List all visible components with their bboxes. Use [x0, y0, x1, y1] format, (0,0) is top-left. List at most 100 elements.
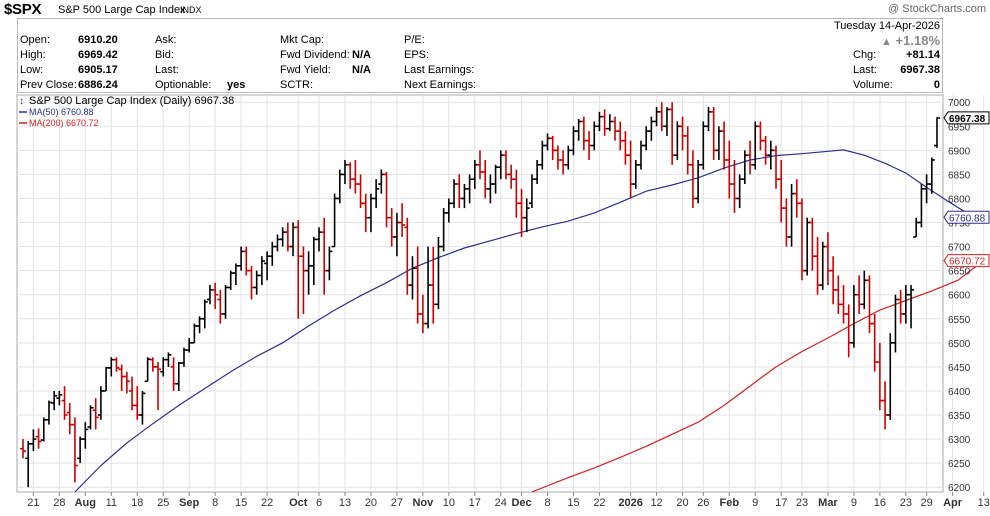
y-tick-label: 6200: [948, 483, 971, 494]
volume-value: 0: [933, 79, 940, 91]
price-chart-svg[interactable]: 6200 6250 6300 6350 6400 6450 6500 6550 6600 6650…: [0, 92, 990, 511]
ohlc-bar: [30, 429, 37, 452]
last-tag: 6967.38: [943, 111, 990, 125]
x-tick-label: 13: [339, 497, 351, 509]
x-tick-label: 12: [650, 497, 662, 509]
last-earnings-label: Last Earnings:: [404, 64, 475, 76]
y-tick-label: 7000: [948, 98, 971, 109]
low-label: Low:: [20, 64, 44, 76]
y-tick-label: 6350: [948, 411, 971, 422]
ohlc-bar: [113, 357, 120, 372]
ohlc-bar: [123, 371, 130, 394]
y-axis: 6200 6250 6300 6350 6400 6450 6500 6550 6600 6650…: [948, 98, 971, 494]
y-tick-label: 6650: [948, 267, 971, 278]
y-tick-label: 6900: [948, 146, 971, 157]
x-tick-label: 15: [567, 497, 579, 509]
x-tick-label: 23: [900, 497, 912, 509]
y-tick-label: 6600: [948, 291, 971, 302]
last-value: 6967.38: [900, 64, 940, 76]
open-value: 6910.20: [78, 34, 118, 46]
pct-change: +1.18%: [895, 33, 940, 48]
exchange-label: INDX: [180, 5, 202, 15]
x-tick-label: 29: [920, 497, 932, 509]
y-tick-label: 6800: [948, 194, 971, 205]
y-tick-label: 6400: [948, 387, 971, 398]
ohlc-bar: [20, 439, 26, 459]
x-tick-label: Feb: [719, 497, 739, 509]
x-tick-label: 11: [106, 497, 117, 509]
x-axis: 21 28 Aug 11 18 25 Sep 8 15 22 Oct 6 13 20 27 Nov 10 17 24…: [27, 492, 990, 509]
y-tick-label: 6450: [948, 363, 971, 374]
grid-lines: [17, 95, 985, 492]
ohlc-bar: [326, 246, 333, 281]
ohlc-bar: [373, 179, 380, 209]
bid-label: Bid:: [155, 49, 174, 61]
fwd-yield-label: Fwd Yield:: [280, 64, 331, 76]
last-label: Last:: [853, 64, 877, 76]
high-label: High:: [20, 49, 46, 61]
mktcap-label: Mkt Cap:: [280, 34, 325, 46]
x-tick-label: 27: [391, 497, 403, 509]
ohlc-bar: [87, 405, 94, 430]
last-label-mid: Last:: [155, 64, 179, 76]
x-tick-label: Sep: [179, 497, 199, 509]
x-tick-label: Apr: [943, 497, 963, 509]
next-earnings-label: Next Earnings:: [404, 79, 477, 91]
ohlc-bar: [165, 352, 172, 367]
legend-entry: MA(200) 6670.72: [29, 118, 99, 128]
ohlc-bar: [928, 157, 935, 194]
y-tick-label: 6300: [948, 435, 971, 446]
x-tick-label: 8: [212, 497, 218, 509]
x-tick-label: 23: [796, 497, 808, 509]
x-tick-label: Aug: [75, 497, 96, 509]
sctr-label: SCTR:: [280, 79, 313, 91]
price-chart[interactable]: 6200 6250 6300 6350 6400 6450 6500 6550 6600 6650…: [0, 92, 990, 511]
ohlc-bar: [399, 203, 406, 237]
open-label: Open:: [20, 34, 50, 46]
ohlc-bar: [155, 362, 162, 411]
fwd-yield-value: N/A: [352, 64, 371, 76]
x-tick-label: 9: [851, 497, 857, 509]
x-tick-label: 18: [131, 497, 143, 509]
ohlc-bars: [20, 102, 940, 488]
legend-entry: S&P 500 Large Cap Index (Daily) 6967.38: [29, 95, 234, 107]
x-tick-label: 8: [544, 497, 550, 509]
x-tick-label: 2026: [618, 497, 642, 509]
chart-header: $SPX S&P 500 Large Cap Index INDX @ Stoc…: [0, 0, 990, 18]
ohlc-bar: [82, 422, 89, 449]
prev-close-value: 6886.24: [78, 79, 118, 91]
y-tick-label: 6850: [948, 170, 971, 181]
legend-entry: MA(50) 6760.88: [29, 107, 94, 117]
x-tick-label: Oct: [289, 497, 308, 509]
x-tick-label: 26: [697, 497, 709, 509]
fwd-dividend-label: Fwd Dividend:: [280, 49, 350, 61]
ohlc-bar: [212, 282, 219, 310]
optionable-value: yes: [227, 79, 246, 91]
pct-change-row: ▲ +1.18%: [881, 33, 940, 48]
stockcharts-credit[interactable]: @ StockCharts.com: [888, 3, 986, 15]
legend: ↕ S&P 500 Large Cap Index (Daily) 6967.38…: [19, 95, 234, 128]
ma50-layer: [74, 149, 984, 493]
up-triangle-icon: ▲: [881, 36, 892, 48]
ohlc-bar: [51, 390, 58, 411]
ma200-line: [531, 260, 985, 493]
x-tick-label: 20: [676, 497, 688, 509]
volume-label: Volume:: [853, 79, 893, 91]
ohlc-bar: [908, 285, 915, 329]
last-tag-box: [943, 210, 990, 224]
last-tag: 6670.72: [943, 254, 990, 268]
security-name: S&P 500 Large Cap Index: [58, 4, 186, 16]
ohlc-bar: [56, 390, 63, 406]
last-value-tags: 6967.38 6760.88 6670.72: [943, 111, 990, 268]
y-tick-label: 6500: [948, 339, 971, 350]
chg-label: Chg:: [853, 49, 877, 61]
last-tag-label: 6967.38: [949, 114, 986, 125]
optionable-label: Optionable:: [155, 79, 212, 91]
x-tick-label: 28: [53, 497, 65, 509]
chg-value: +81.14: [906, 49, 940, 61]
x-tick-label: 9: [752, 497, 758, 509]
x-tick-label: Mar: [818, 497, 838, 509]
ohlc-bar: [61, 386, 68, 420]
x-tick-label: 22: [261, 497, 273, 509]
x-tick-label: 20: [365, 497, 377, 509]
